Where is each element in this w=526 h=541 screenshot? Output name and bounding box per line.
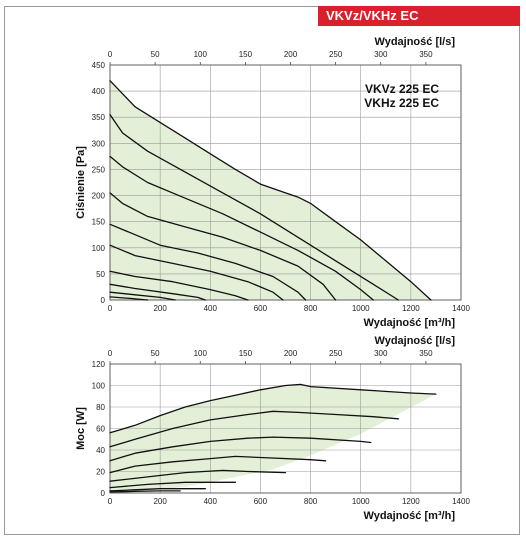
power-curve-3 — [109, 436, 372, 462]
pressure-x2-tick-label: 150 — [239, 50, 253, 59]
pressure-y-tick-label: 350 — [92, 113, 106, 122]
power-x2-tick-label: 100 — [194, 349, 208, 358]
power-y-tick-label: 80 — [96, 403, 105, 412]
pressure-x-tick-label: 1000 — [352, 304, 370, 313]
power-x-tick-label: 1400 — [452, 497, 470, 506]
pressure-y-tick-label: 250 — [92, 165, 106, 174]
pressure-x-tick-label: 1400 — [452, 304, 470, 313]
pressure-x2-axis-title: Wydajność [l/s] — [375, 36, 456, 48]
pressure-curve-3 — [109, 155, 374, 301]
power-curve-4 — [109, 455, 327, 474]
power-curve-5 — [109, 469, 287, 482]
power-x-tick-label: 400 — [204, 497, 218, 506]
power-y-tick-label: 40 — [96, 446, 105, 455]
pressure-x-tick-label: 200 — [153, 304, 167, 313]
power-curve-1 — [109, 383, 437, 434]
pressure-x2-tick-label: 300 — [374, 50, 388, 59]
pressure-x-tick-label: 600 — [254, 304, 268, 313]
pressure-y-tick-label: 50 — [96, 270, 105, 279]
pressure-curve-1 — [109, 80, 432, 301]
pressure-model-label: VKVz 225 EC — [365, 82, 439, 96]
power-curve-6 — [109, 481, 237, 489]
pressure-operating-area — [110, 80, 431, 300]
power-x2-tick-label: 150 — [239, 349, 253, 358]
power-x-tick-label: 1200 — [402, 497, 420, 506]
pressure-y-tick-label: 150 — [92, 218, 106, 227]
power-x2-tick-label: 200 — [284, 349, 298, 358]
pressure-x2-tick-label: 0 — [108, 50, 113, 59]
power-x-tick-label: 200 — [153, 497, 167, 506]
power-x2-axis-title: Wydajność [l/s] — [375, 335, 456, 347]
power-y-tick-label: 20 — [96, 468, 105, 477]
power-x2-tick-label: 0 — [108, 349, 113, 358]
power-x-tick-label: 1000 — [352, 497, 370, 506]
power-x-tick-label: 800 — [304, 497, 318, 506]
pressure-y-axis-title: Ciśnienie [Pa] — [75, 146, 87, 219]
power-y-axis-title: Moc [W] — [75, 407, 87, 450]
power-x-tick-label: 0 — [108, 497, 113, 506]
pressure-x-tick-label: 800 — [304, 304, 318, 313]
power-plot-border — [109, 363, 462, 494]
power-curve-2 — [109, 410, 399, 448]
pressure-y-tick-label: 200 — [92, 192, 106, 201]
power-curve-8 — [109, 490, 181, 493]
chart-frame — [4, 6, 520, 535]
pressure-x-tick-label: 1200 — [402, 304, 420, 313]
pressure-x2-tick-label: 200 — [284, 50, 298, 59]
pressure-model-label: VKHz 225 EC — [364, 96, 439, 110]
power-x2-tick-label: 50 — [151, 349, 160, 358]
pressure-curve-2 — [109, 113, 399, 301]
power-x2-tick-label: 250 — [329, 349, 343, 358]
power-x-axis-title: Wydajność [m³/h] — [364, 510, 456, 522]
pressure-curve-7 — [109, 270, 249, 301]
model-badge: VKVz/VKHz EC — [318, 6, 520, 26]
pressure-x-tick-label: 0 — [108, 304, 113, 313]
pressure-curve-9 — [109, 291, 176, 301]
pressure-x2-tick-label: 350 — [419, 50, 433, 59]
pressure-x-tick-label: 400 — [204, 304, 218, 313]
pressure-y-tick-label: 400 — [92, 87, 106, 96]
pressure-x2-tick-label: 100 — [194, 50, 208, 59]
pressure-x2-tick-label: 50 — [151, 50, 160, 59]
power-y-tick-label: 100 — [92, 382, 106, 391]
power-x-tick-label: 600 — [254, 497, 268, 506]
pressure-plot-border — [109, 64, 462, 301]
power-x2-tick-label: 300 — [374, 349, 388, 358]
power-operating-area — [110, 384, 436, 493]
power-x2-tick-label: 350 — [419, 349, 433, 358]
pressure-y-tick-label: 100 — [92, 244, 106, 253]
pressure-y-tick-label: 300 — [92, 139, 106, 148]
pressure-x-axis-title: Wydajność [m³/h] — [364, 317, 456, 329]
power-y-tick-label: 0 — [101, 489, 106, 498]
pressure-curve-8 — [109, 283, 206, 301]
pressure-curve-6 — [109, 244, 284, 301]
power-curve-7 — [109, 488, 206, 492]
power-y-tick-label: 120 — [92, 360, 106, 369]
power-y-tick-label: 60 — [96, 425, 105, 434]
pressure-x2-tick-label: 250 — [329, 50, 343, 59]
pressure-curve-5 — [109, 223, 307, 301]
pressure-curve-10 — [109, 296, 149, 301]
pressure-y-tick-label: 450 — [92, 61, 106, 70]
pressure-y-tick-label: 0 — [101, 296, 106, 305]
pressure-curve-4 — [109, 192, 337, 301]
